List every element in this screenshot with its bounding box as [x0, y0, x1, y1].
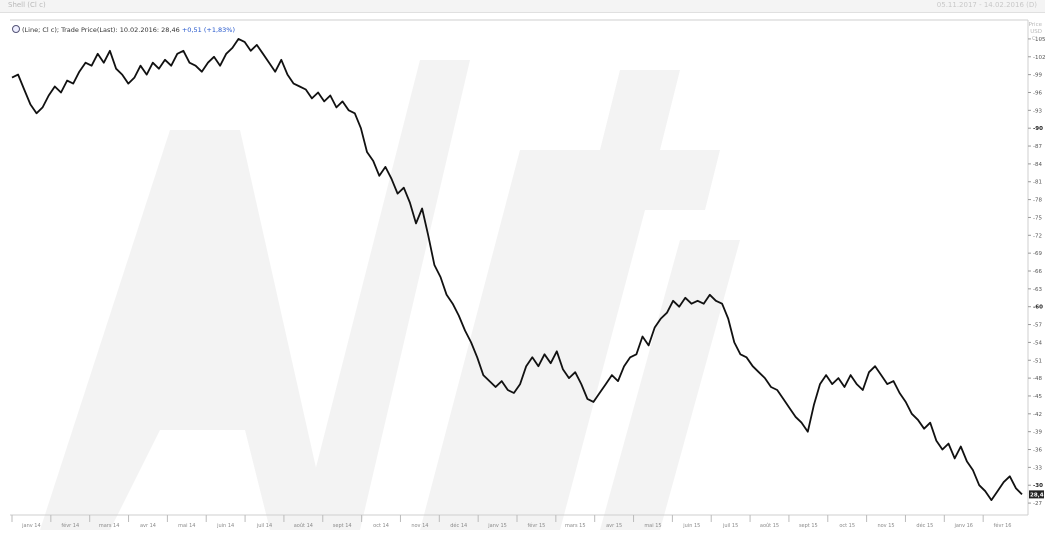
x-tick-label: nov 14	[411, 523, 428, 529]
date-range: 05.11.2017 - 14.02.2016 (D)	[936, 1, 1037, 9]
y-axis: -105 -102 -99 -96 -93 -90 -87 -84 -81 -78 -75 -72 -6…	[1028, 37, 1045, 507]
y-tick-label: -93	[1033, 108, 1042, 114]
y-tick-label: -30	[1033, 483, 1043, 489]
x-tick-label: mai 15	[644, 523, 661, 529]
price-axis-header: Price USD Cl c	[1029, 22, 1042, 43]
y-tick-label: -27	[1033, 501, 1042, 507]
y-tick-label: -39	[1033, 430, 1042, 436]
y-tick-label: -75	[1033, 215, 1042, 221]
y-tick-label: -90	[1033, 126, 1043, 132]
last-price-label: 28,46	[1030, 492, 1045, 498]
price-axis-header-2: Cl c	[1031, 36, 1042, 42]
x-tick-label: févr 16	[994, 522, 1012, 529]
x-tick-label: août 15	[760, 522, 779, 529]
y-tick-label: -63	[1033, 287, 1042, 293]
y-tick-label: -57	[1033, 323, 1042, 329]
x-tick-label: oct 14	[373, 523, 389, 529]
x-tick-label: mai 14	[178, 523, 195, 529]
y-tick-label: -48	[1033, 376, 1042, 382]
price-axis-header-1: USD	[1030, 29, 1042, 35]
x-tick-label: avr 14	[140, 523, 156, 529]
price-axis-header-0: Price	[1028, 22, 1042, 28]
chart-legend: (Line; Cl c); Trade Price(Last): 10.02.2…	[12, 25, 235, 34]
x-tick-label: mars 15	[565, 523, 586, 529]
x-tick-label: avr 15	[606, 523, 622, 529]
x-tick-label: sept 15	[799, 523, 818, 529]
last-price-box	[1029, 490, 1044, 499]
x-tick-label: juil 14	[256, 523, 272, 529]
x-tick-label: déc 14	[450, 522, 467, 529]
x-tick-label: juil 15	[722, 523, 738, 529]
x-tick-label: janv 15	[487, 523, 507, 529]
x-tick-label: févr 14	[61, 522, 79, 529]
x-tick-label: nov 15	[877, 523, 894, 529]
window-title: Shell (Cl c)	[8, 1, 46, 9]
x-tick-label: mars 14	[99, 523, 120, 529]
x-tick-label: juin 15	[682, 523, 700, 529]
y-tick-label: -36	[1033, 448, 1042, 454]
y-tick-label: -84	[1033, 162, 1042, 168]
y-tick-label: -78	[1033, 198, 1042, 204]
x-tick-label: janv 16	[953, 523, 973, 529]
legend-text: (Line; Cl c); Trade Price(Last): 10.02.2…	[22, 26, 180, 34]
x-tick-label: févr 15	[528, 522, 546, 529]
series-line[interactable]	[11, 38, 1023, 501]
y-tick-label: -69	[1033, 251, 1042, 257]
y-tick-label: -81	[1033, 180, 1042, 186]
y-tick-label: -54	[1033, 340, 1042, 346]
y-tick-label: -33	[1033, 465, 1042, 471]
y-tick-label: -60	[1033, 305, 1043, 311]
y-tick-label: -105	[1033, 37, 1045, 43]
y-tick-label: -72	[1033, 233, 1042, 239]
y-tick-label: -102	[1033, 55, 1045, 61]
x-tick-label: oct 15	[839, 523, 855, 529]
x-tick-label: juin 14	[216, 523, 234, 529]
x-tick-label: déc 15	[916, 522, 933, 529]
x-tick-label: août 14	[294, 522, 313, 529]
y-tick-label: -87	[1033, 144, 1042, 150]
y-tick-label: -42	[1033, 412, 1042, 418]
title-bar: Shell (Cl c) 05.11.2017 - 14.02.2016 (D)	[0, 0, 1045, 13]
last-price-marker: 28,46	[1029, 490, 1045, 499]
y-tick-label: -66	[1033, 269, 1042, 275]
x-axis: janv 14 févr 14 mars 14 avr 14 mai 14 juin 14…	[11, 515, 1012, 529]
x-tick-label: sept 14	[333, 523, 352, 529]
x-tick-label: janv 14	[21, 523, 41, 529]
y-tick-label: -96	[1033, 90, 1042, 96]
y-tick-label: -45	[1033, 394, 1042, 400]
series-icon[interactable]	[12, 25, 20, 33]
y-tick-label: -51	[1033, 358, 1042, 364]
y-tick-label: -99	[1033, 73, 1042, 79]
legend-change: +0,51 (+1,83%)	[181, 26, 236, 34]
